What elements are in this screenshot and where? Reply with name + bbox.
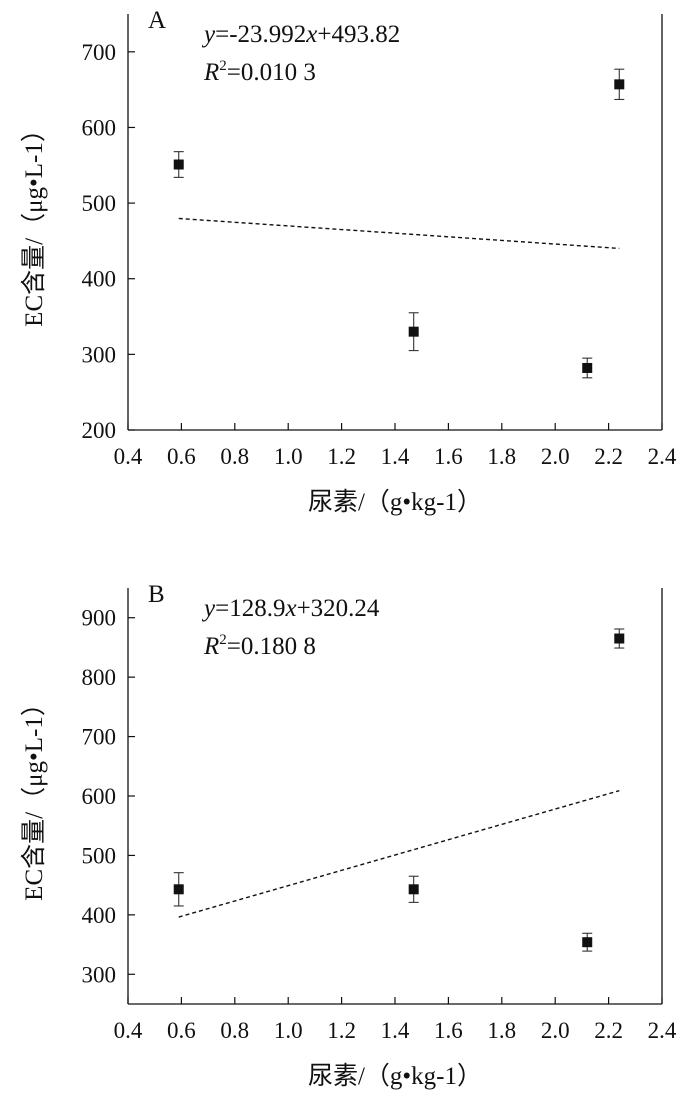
x-tick-label: 2.0 [541, 444, 570, 469]
y-tick-label: 200 [82, 418, 117, 443]
x-tick-label: 0.8 [220, 444, 249, 469]
data-point [614, 633, 625, 644]
data-point [173, 159, 184, 170]
x-tick-label: 1.2 [327, 444, 356, 469]
x-tick-label: 2.0 [541, 1018, 570, 1043]
equation-y: y [201, 595, 216, 622]
trend-line [178, 217, 620, 250]
equation-y: y [201, 21, 216, 48]
r-symbol: R [203, 633, 219, 660]
panel-b: 0.4 0.6 0.8 1.0 1.2 1.4 1.6 1.8 2.0 2.2 2.4 300 400 5… [20, 581, 677, 1090]
data-point [614, 79, 625, 90]
y-tick-label: 600 [82, 115, 117, 140]
data-point [582, 362, 593, 373]
y-tick-label: 300 [82, 342, 117, 367]
x-tick-label: 2.4 [648, 444, 677, 469]
x-tick-label: 1.4 [381, 1018, 410, 1043]
equation-slope: =128.9 [215, 595, 285, 622]
regression-equation: y=-23.992x+493.82 [201, 21, 400, 48]
equation-x: x [305, 21, 317, 48]
r-value: =0.180 8 [227, 633, 316, 660]
r-value: =0.010 3 [227, 59, 316, 86]
y-axis-label: EC含量/（μg•L-1） [20, 117, 48, 327]
regression-equation: y=128.9x+320.24 [201, 595, 380, 622]
x-tick-label: 0.4 [114, 444, 143, 469]
y-tick-label: 400 [82, 903, 117, 928]
x-tick-label: 1.6 [434, 444, 463, 469]
equation-intercept: +493.82 [317, 21, 400, 48]
x-tick-label: 2.4 [648, 1018, 677, 1043]
y-tick-label: 600 [82, 784, 117, 809]
y-tick-label: 800 [82, 665, 117, 690]
y-axis-label: EC含量/（μg•L-1） [20, 691, 48, 901]
x-tick-label: 1.0 [274, 1018, 303, 1043]
x-tick-label: 0.8 [220, 1018, 249, 1043]
x-axis-label: 尿素/（g•kg-1） [308, 488, 482, 516]
y-tick-label: 300 [82, 962, 117, 987]
y-tick-label: 900 [82, 606, 117, 631]
y-tick-label: 700 [82, 40, 117, 65]
panel-a: 0.4 0.6 0.8 1.0 1.2 1.4 1.6 1.8 2.0 2.2 2.4 200 300 4… [20, 7, 677, 516]
x-tick-label: 1.4 [381, 444, 410, 469]
data-point [582, 937, 593, 948]
r-squared: R2=0.180 8 [203, 632, 316, 660]
x-tick-label: 1.2 [327, 1018, 356, 1043]
panel-label: A [148, 7, 166, 34]
data-point [173, 884, 184, 895]
r-superscript: 2 [219, 632, 227, 648]
r-superscript: 2 [219, 58, 227, 74]
r-squared: R2=0.010 3 [203, 58, 316, 86]
x-tick-label: 1.0 [274, 444, 303, 469]
data-point [408, 326, 419, 337]
trend-line [178, 789, 620, 918]
y-tick-label: 400 [82, 267, 117, 292]
x-tick-label: 0.4 [114, 1018, 143, 1043]
equation-intercept: +320.24 [297, 595, 380, 622]
x-tick-label: 1.6 [434, 1018, 463, 1043]
panel-label: B [148, 581, 165, 608]
x-tick-label: 1.8 [487, 444, 516, 469]
x-tick-label: 1.8 [487, 1018, 516, 1043]
r-symbol: R [203, 59, 219, 86]
equation-x: x [284, 595, 296, 622]
y-tick-label: 500 [82, 191, 117, 216]
x-tick-label: 2.2 [594, 444, 623, 469]
equation-slope: =-23.992 [215, 21, 306, 48]
x-tick-label: 0.6 [167, 1018, 196, 1043]
x-tick-label: 2.2 [594, 1018, 623, 1043]
data-point [408, 884, 419, 895]
x-tick-label: 0.6 [167, 444, 196, 469]
x-axis-label: 尿素/（g•kg-1） [308, 1062, 482, 1090]
y-tick-label: 500 [82, 843, 117, 868]
y-tick-label: 700 [82, 725, 117, 750]
